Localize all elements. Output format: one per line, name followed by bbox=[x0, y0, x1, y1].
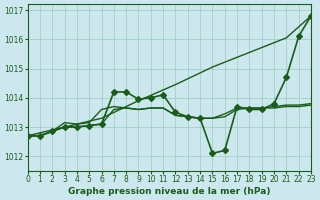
X-axis label: Graphe pression niveau de la mer (hPa): Graphe pression niveau de la mer (hPa) bbox=[68, 187, 270, 196]
